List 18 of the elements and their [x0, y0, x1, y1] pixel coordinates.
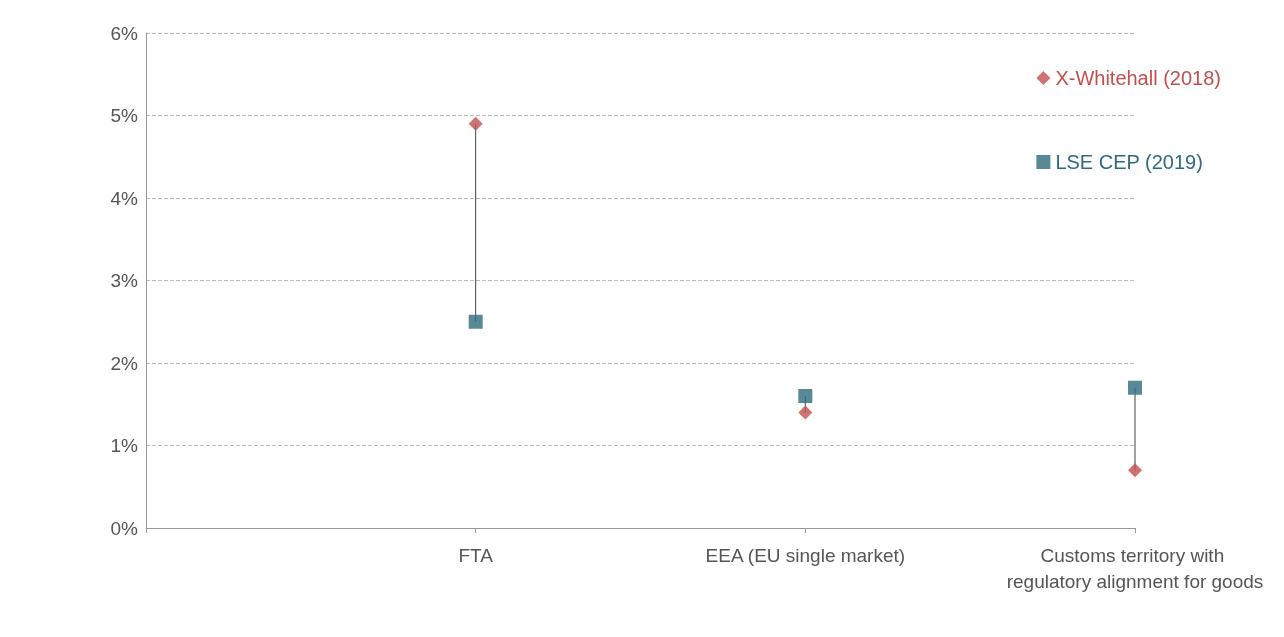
point — [798, 389, 813, 403]
y-tick-label: 0% — [110, 517, 139, 539]
point — [468, 314, 483, 329]
point — [1128, 463, 1142, 478]
legend-label: LSE CEP (2019) — [1055, 151, 1203, 173]
y-tick-label: 6% — [110, 22, 139, 44]
point — [1128, 380, 1142, 395]
y-tick-label: 4% — [110, 187, 139, 209]
legend-label: X-Whitehall (2018) — [1055, 67, 1221, 89]
x-tick-label: Customs territory with regulatory alignment for goods — [1006, 544, 1264, 592]
point — [468, 116, 483, 131]
x-tick-label: FTA — [458, 544, 494, 566]
y-tick-label: 2% — [110, 352, 139, 374]
x-tick-label: EEA (EU single market) — [705, 544, 906, 566]
y-tick-label: 1% — [110, 435, 139, 456]
point — [798, 405, 813, 420]
y-tick-label: 5% — [110, 105, 139, 126]
y-tick-label: 3% — [110, 270, 139, 291]
